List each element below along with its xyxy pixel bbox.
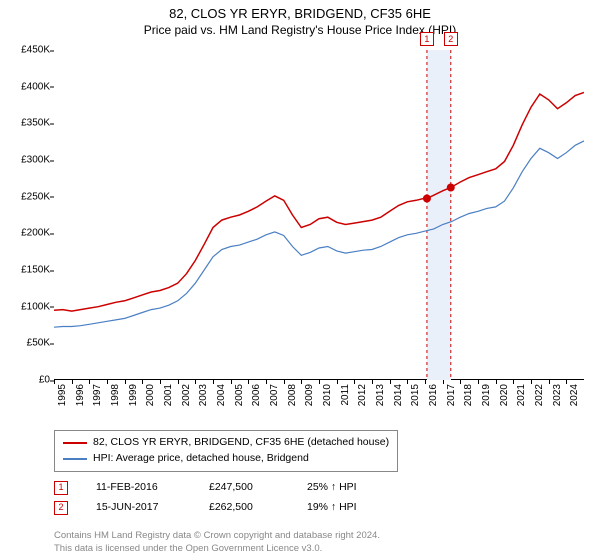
x-tick-label: 2008 xyxy=(287,384,298,406)
x-tick-label: 2013 xyxy=(375,384,386,406)
y-tick-label: £200K xyxy=(0,228,50,239)
x-tick-label: 2024 xyxy=(569,384,580,406)
y-tick-label: £250K xyxy=(0,191,50,202)
chart-plot-area: 12 xyxy=(54,50,584,380)
sale-price: £262,500 xyxy=(209,498,279,518)
y-tick-label: £350K xyxy=(0,118,50,129)
x-tick-label: 2010 xyxy=(322,384,333,406)
y-axis: £0£50K£100K£150K£200K£250K£300K£350K£400… xyxy=(0,50,54,380)
legend-swatch-hpi xyxy=(63,458,87,460)
x-tick-label: 2017 xyxy=(446,384,457,406)
sales-table: 1 11-FEB-2016 £247,500 25% ↑ HPI 2 15-JU… xyxy=(54,478,387,518)
x-tick-label: 2016 xyxy=(428,384,439,406)
sale-pct: 25% ↑ HPI xyxy=(307,478,387,498)
legend-label-hpi: HPI: Average price, detached house, Brid… xyxy=(93,451,309,467)
chart-sale-marker: 2 xyxy=(444,32,458,46)
footer-note: Contains HM Land Registry data © Crown c… xyxy=(54,530,380,555)
y-tick-label: £400K xyxy=(0,81,50,92)
chart-title: 82, CLOS YR ERYR, BRIDGEND, CF35 6HE xyxy=(0,6,600,21)
x-tick-label: 1996 xyxy=(75,384,86,406)
x-tick-label: 1997 xyxy=(92,384,103,406)
x-tick-label: 2018 xyxy=(463,384,474,406)
x-tick-label: 2001 xyxy=(163,384,174,406)
sale-date: 15-JUN-2017 xyxy=(96,498,181,518)
x-tick-label: 2021 xyxy=(516,384,527,406)
y-tick-label: £300K xyxy=(0,155,50,166)
sale-price: £247,500 xyxy=(209,478,279,498)
sale-pct: 19% ↑ HPI xyxy=(307,498,387,518)
y-tick-label: £50K xyxy=(0,338,50,349)
y-tick-label: £450K xyxy=(0,45,50,56)
sale-date: 11-FEB-2016 xyxy=(96,478,181,498)
sale-marker-2: 2 xyxy=(54,501,68,515)
sale-row: 1 11-FEB-2016 £247,500 25% ↑ HPI xyxy=(54,478,387,498)
legend-item-hpi: HPI: Average price, detached house, Brid… xyxy=(63,451,389,467)
chart-sale-marker: 1 xyxy=(420,32,434,46)
legend-label-property: 82, CLOS YR ERYR, BRIDGEND, CF35 6HE (de… xyxy=(93,435,389,451)
x-tick-label: 2002 xyxy=(181,384,192,406)
x-tick-label: 2015 xyxy=(410,384,421,406)
legend-swatch-property xyxy=(63,442,87,444)
sale-row: 2 15-JUN-2017 £262,500 19% ↑ HPI xyxy=(54,498,387,518)
x-tick-label: 2023 xyxy=(552,384,563,406)
x-tick-label: 2000 xyxy=(145,384,156,406)
x-axis: 1995 1996 1997 1998 1999 2000 2001 2002 2003 2004… xyxy=(54,380,584,435)
x-tick-label: 2022 xyxy=(534,384,545,406)
y-tick-label: £150K xyxy=(0,265,50,276)
legend-item-property: 82, CLOS YR ERYR, BRIDGEND, CF35 6HE (de… xyxy=(63,435,389,451)
x-tick-label: 2004 xyxy=(216,384,227,406)
footer-line-2: This data is licensed under the Open Gov… xyxy=(54,543,380,555)
x-tick-label: 2005 xyxy=(234,384,245,406)
x-tick-label: 2020 xyxy=(499,384,510,406)
x-tick-label: 2011 xyxy=(340,384,351,406)
x-tick-label: 2014 xyxy=(393,384,404,406)
x-tick-label: 2006 xyxy=(251,384,262,406)
x-tick-label: 2007 xyxy=(269,384,280,406)
legend: 82, CLOS YR ERYR, BRIDGEND, CF35 6HE (de… xyxy=(54,430,398,472)
y-tick-label: £0 xyxy=(0,375,50,386)
x-tick-label: 2012 xyxy=(357,384,368,406)
x-tick-label: 2019 xyxy=(481,384,492,406)
x-tick-label: 2003 xyxy=(198,384,209,406)
x-tick-label: 2009 xyxy=(304,384,315,406)
footer-line-1: Contains HM Land Registry data © Crown c… xyxy=(54,530,380,542)
x-tick-label: 1999 xyxy=(128,384,139,406)
x-tick-label: 1995 xyxy=(57,384,68,406)
x-tick-label: 1998 xyxy=(110,384,121,406)
chart-subtitle: Price paid vs. HM Land Registry's House … xyxy=(0,23,600,37)
chart-svg xyxy=(54,50,584,380)
sale-marker-1: 1 xyxy=(54,481,68,495)
y-tick-label: £100K xyxy=(0,301,50,312)
